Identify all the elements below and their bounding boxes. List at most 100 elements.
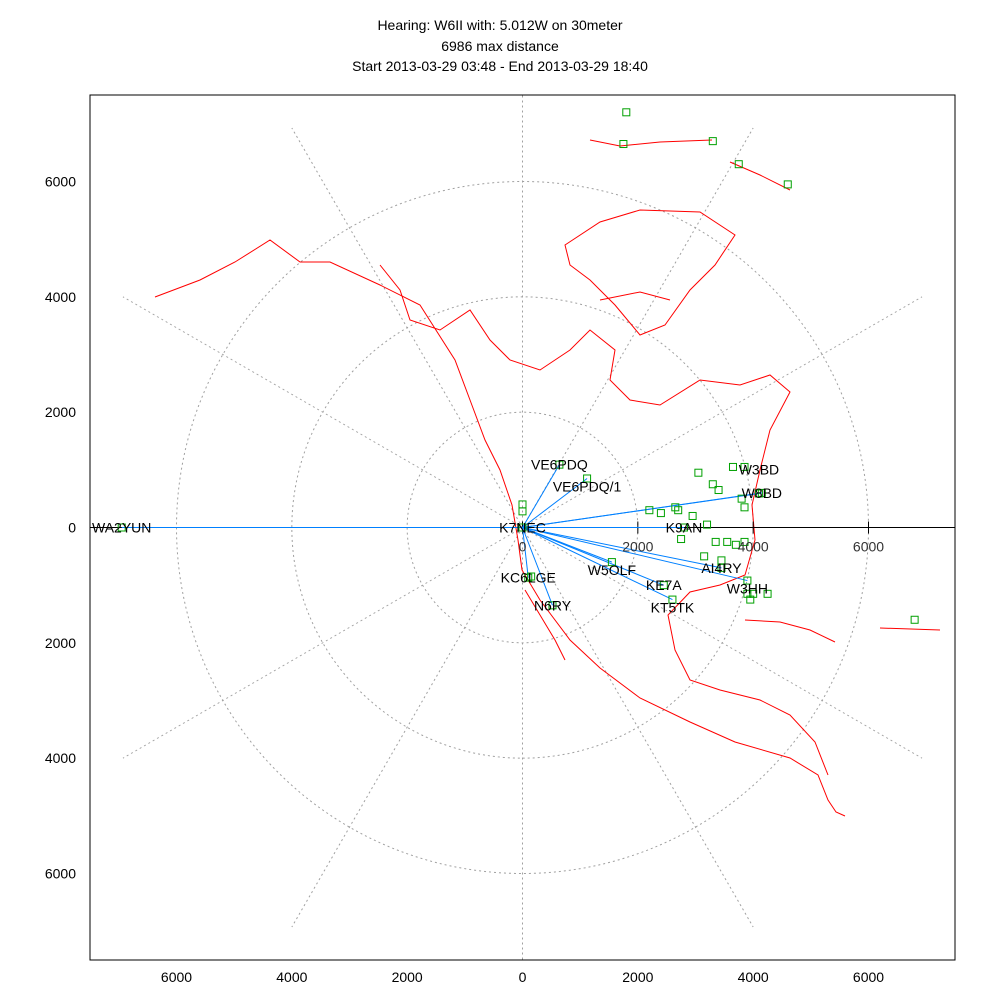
- path-line-kc6lge: [522, 527, 529, 578]
- path-line-ai4ry: [522, 527, 722, 569]
- spot-marker: [671, 503, 680, 512]
- station-marker: [583, 474, 592, 483]
- spot-marker: [723, 537, 732, 546]
- path-line-kt5tk: [522, 527, 673, 601]
- grid-spoke: [522, 296, 923, 528]
- spot-marker: [694, 468, 703, 477]
- x-tick-label: 4000: [276, 969, 307, 985]
- spot-marker: [740, 503, 749, 512]
- chart-title-line-1: Hearing: W6II with: 5.012W on 30meter: [377, 17, 623, 33]
- grid-spoke: [291, 127, 523, 528]
- coastline-map: [154, 139, 941, 817]
- station-marker: [743, 576, 752, 585]
- tick-labels: 6000 4000 2000 0 2000 4000 6000 6000 4000 2000 0 20…: [45, 174, 884, 986]
- path-line-ve6pdq: [522, 464, 560, 528]
- path-line-n6ry: [522, 527, 553, 606]
- station-marker: [757, 488, 766, 497]
- spot-marker: [743, 589, 752, 598]
- spot-marker: [746, 595, 755, 604]
- baja-coastline: [524, 589, 566, 661]
- y-tick-label: 0: [68, 520, 76, 536]
- grid-spoke: [291, 527, 523, 928]
- caribbean-coastline: [744, 619, 941, 643]
- y-tick-label: 4000: [45, 289, 76, 305]
- spot-marker: [645, 506, 654, 515]
- station-label: KE7A: [646, 577, 682, 593]
- spot-marker: [703, 520, 712, 529]
- x-tick-label: 6000: [853, 969, 884, 985]
- y-tick-label: 2000: [45, 404, 76, 420]
- spot-marker: [783, 180, 792, 189]
- y-tick-label: 6000: [45, 174, 76, 190]
- spot-marker: [737, 494, 746, 503]
- spot-marker: [677, 535, 686, 544]
- station-marker: [659, 581, 668, 590]
- propagation-paths: [121, 464, 762, 606]
- station-label: AI4RY: [701, 560, 742, 576]
- x-tick-label: 4000: [738, 969, 769, 985]
- station-label: VE6PDQ/1: [553, 478, 622, 494]
- spot-marker: [734, 160, 743, 169]
- x-tick-label: 6000: [161, 969, 192, 985]
- station-label: W3BD: [739, 461, 779, 477]
- arctic-islands-coastline: [589, 139, 791, 301]
- y-tick-label: 6000: [45, 866, 76, 882]
- station-marker: [679, 523, 688, 532]
- station-marker: [555, 460, 564, 469]
- grid-spoke: [522, 527, 923, 759]
- spot-markers: [117, 108, 919, 624]
- station-marker: [548, 601, 557, 610]
- y-tick-label: 2000: [45, 635, 76, 651]
- station-label: KC6LGE: [501, 570, 556, 586]
- spot-marker: [700, 552, 709, 561]
- spot-marker: [619, 140, 628, 149]
- path-line-w3hh: [522, 527, 748, 582]
- x-tick-label: 2000: [392, 969, 423, 985]
- spot-marker: [711, 537, 720, 546]
- station-labels: WA2YUN VE6PDQ VE6PDQ/1 W8BD W3BD K9AN W5OLF AI4…: [92, 457, 782, 616]
- spot-marker: [688, 511, 697, 520]
- station-marker: [754, 489, 763, 498]
- x-tick-label: 2000: [622, 969, 653, 985]
- spot-marker: [518, 507, 527, 516]
- grid-spoke: [122, 296, 523, 528]
- spot-marker: [740, 462, 749, 471]
- station-label: W5OLF: [588, 562, 636, 578]
- station-label: K7NEC: [499, 520, 546, 536]
- spot-marker: [749, 589, 758, 598]
- north-america-coastline: [154, 239, 846, 817]
- x-tick-label: 0: [519, 969, 527, 985]
- spot-marker: [714, 486, 723, 495]
- inner-tick-label: 0: [519, 539, 527, 555]
- grid-spoke: [522, 527, 754, 928]
- inner-tick-label: 2000: [622, 539, 653, 555]
- station-marker: [717, 563, 726, 572]
- inner-tick-label: 6000: [853, 539, 884, 555]
- chart-title-line-3: Start 2013-03-29 03:48 - End 2013-03-29 …: [352, 58, 648, 74]
- grid-spoke: [122, 527, 523, 759]
- station-marker: [524, 573, 533, 582]
- spot-marker: [728, 462, 737, 471]
- path-line-w3bd: [522, 492, 760, 528]
- path-line-ve6pdq-1: [522, 478, 588, 528]
- spot-marker: [674, 506, 683, 515]
- spot-marker: [763, 589, 772, 598]
- inner-tick-label: 4000: [738, 539, 769, 555]
- spot-marker: [708, 480, 717, 489]
- spot-marker: [527, 572, 536, 581]
- y-tick-label: 4000: [45, 750, 76, 766]
- station-label: W8BD: [742, 485, 782, 501]
- station-label: K9AN: [666, 520, 703, 536]
- chart-title-line-2: 6986 max distance: [441, 38, 559, 54]
- station-marker: [518, 523, 527, 532]
- station-label: N6RY: [534, 597, 572, 613]
- station-marker: [607, 558, 616, 567]
- path-line-ke7a: [522, 527, 664, 586]
- spot-marker: [656, 509, 665, 518]
- spot-marker: [622, 108, 631, 117]
- spot-marker: [708, 137, 717, 146]
- station-label: KT5TK: [651, 600, 695, 616]
- greenland-coastline: [564, 209, 736, 336]
- spot-marker: [910, 615, 919, 624]
